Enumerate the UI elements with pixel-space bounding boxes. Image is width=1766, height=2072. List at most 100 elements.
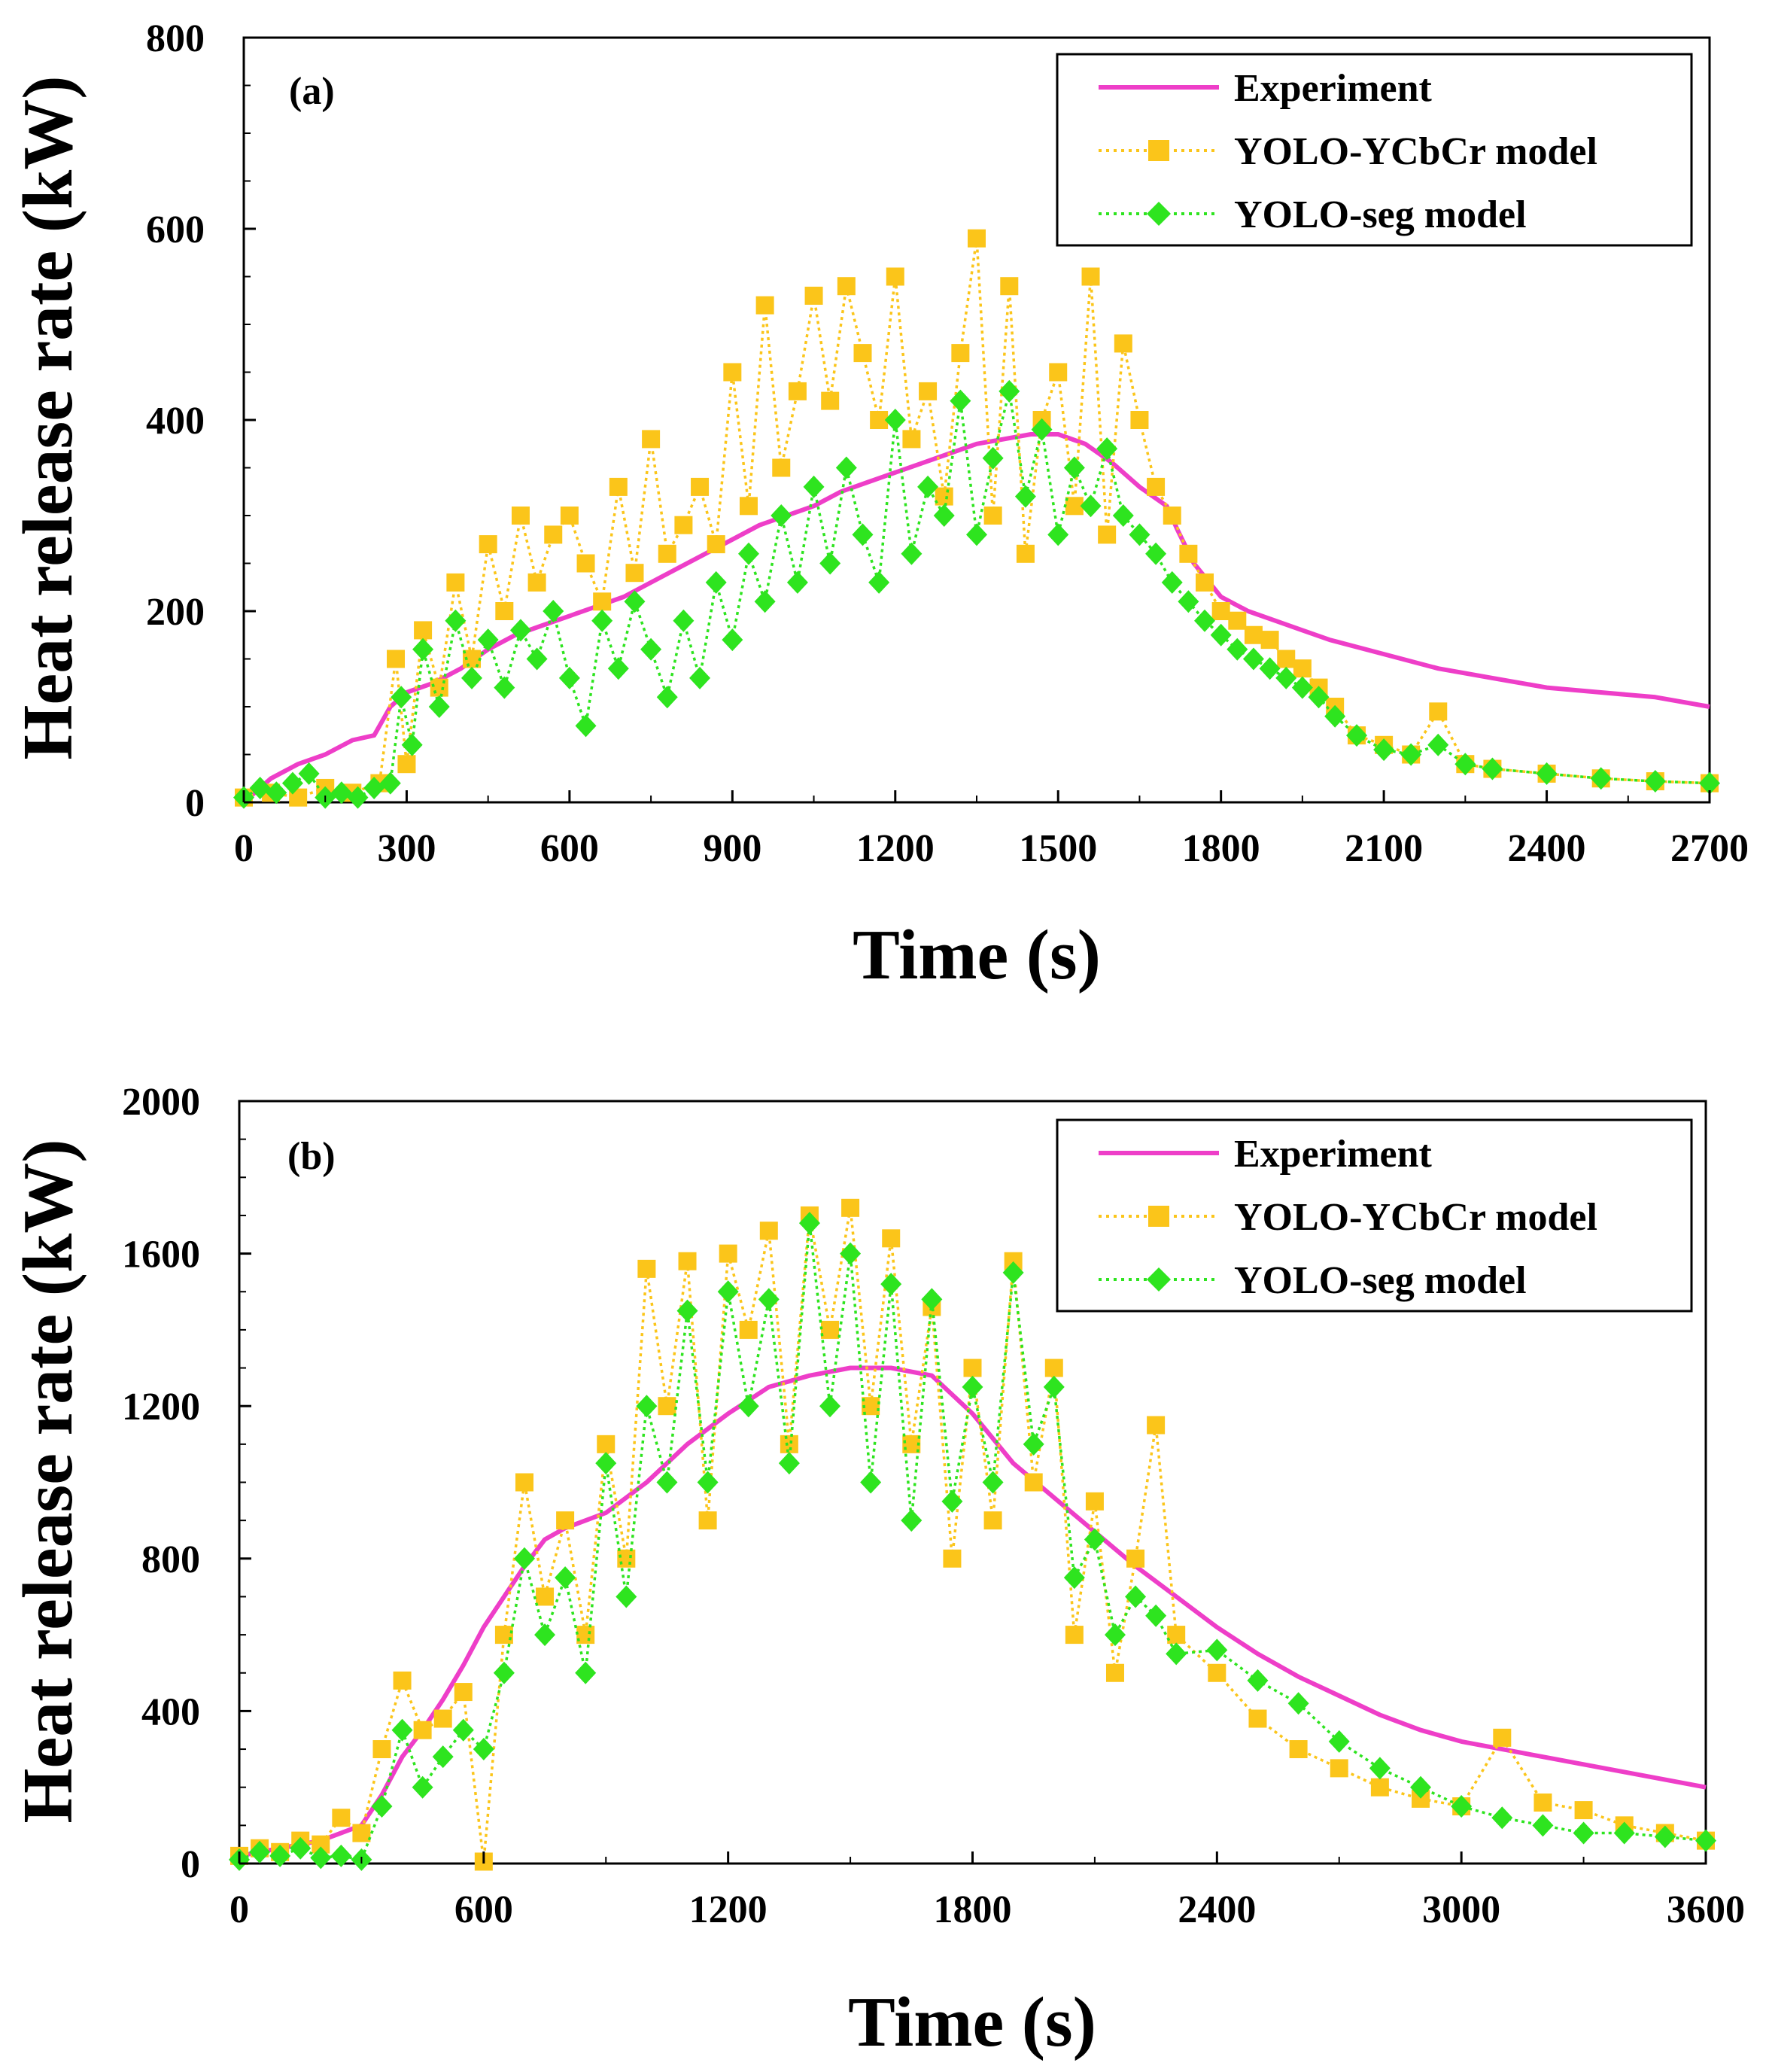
series-point [739,497,758,516]
series-point [591,609,613,632]
legend-label-experiment-b: Experiment [1234,1133,1433,1176]
series-point [1410,1775,1432,1799]
series-point [298,762,320,785]
series-point [656,686,678,709]
series-point [446,573,465,592]
series-point [372,1740,391,1759]
series-point [332,1809,351,1827]
series-point [901,542,923,565]
series-point [479,535,497,554]
series-point [640,637,662,661]
series-point [1346,724,1368,747]
x-tick-label: 3600 [1667,1888,1745,1931]
series-point [758,1288,780,1311]
series-point [1196,573,1214,592]
series-point [1289,1740,1308,1759]
x-tick-label: 300 [377,827,436,870]
series-point [1370,1778,1389,1797]
series-point [983,507,1002,525]
series-point [1206,1638,1228,1662]
series-point [1125,1585,1147,1608]
series-point [803,475,825,498]
series-point [452,1718,474,1742]
series-point [737,542,759,565]
series-point [560,507,579,525]
legend-label-ycbcr-b: YOLO-YCbCr model [1234,1196,1597,1239]
series-point [999,379,1020,403]
x-ticks-b: 0 600 1200 1800 2400 3000 3600 [229,1851,1745,1931]
x-tick-label: 2700 [1670,827,1749,870]
series-point [534,1623,556,1647]
series-point [1147,1416,1166,1435]
series-point [717,1280,739,1304]
series-point [511,507,530,525]
series-point [698,1511,717,1530]
x-axis-title-a: Time (s) [853,916,1101,994]
series-point [1429,702,1448,721]
series-point [636,1395,658,1418]
series-point [798,1212,820,1235]
series-point [637,1259,656,1278]
series-point [1613,1821,1635,1845]
series-point [759,1222,778,1240]
series-point [902,430,921,449]
series-point [543,600,564,622]
series-point [1328,1730,1350,1753]
series-point [1016,544,1035,563]
series-point [722,628,743,652]
series-yolo-seg-model-a [233,379,1720,809]
series-point [1065,1626,1084,1645]
series-point [1080,494,1102,518]
y-tick-label: 0 [181,1843,200,1886]
legend-label-experiment-a: Experiment [1234,67,1433,110]
series-point [1085,1492,1104,1511]
series-point [1247,1669,1269,1692]
series-point [868,570,890,594]
series-point [1574,1801,1593,1820]
series-line [239,1365,1707,1858]
series-point [917,475,939,498]
y-tick-label: 600 [146,208,205,251]
legend-marker-ycbcr-a [1148,140,1169,161]
y-ticks-b: 0 400 800 1200 1600 2000 [122,1081,251,1886]
series-point [884,409,906,431]
series-point [363,776,385,799]
series-point [719,1244,737,1263]
x-tick-label: 1800 [1182,827,1260,870]
series-point [819,1395,841,1418]
series-point [1145,1604,1167,1627]
series-point [1147,477,1166,496]
series-point [707,535,725,554]
series-point [1275,666,1297,689]
x-tick-label: 900 [703,827,761,870]
series-line [239,1206,1707,1864]
series-point [379,771,401,795]
series-point [536,1587,555,1606]
series-point [494,676,515,699]
series-point [673,609,695,632]
series-point [1533,1793,1552,1812]
series-point [556,1511,575,1530]
series-point [445,609,467,632]
series-point [853,344,872,363]
series-point [625,564,644,583]
legend-b: Experiment YOLO-YCbCr model YOLO-seg mod… [1056,1118,1693,1313]
x-tick-label: 3000 [1422,1888,1500,1931]
series-point [1104,1623,1126,1647]
legend-label-ycbcr-a: YOLO-YCbCr model [1234,130,1597,173]
series-point [1145,542,1167,565]
series-point [656,1471,678,1494]
series-point [1491,1806,1513,1830]
series-point [786,570,808,594]
series-point [835,456,857,479]
series-point [414,621,433,640]
series-point [1023,1432,1044,1456]
series-point [1226,637,1248,661]
x-tick-label: 1200 [856,827,935,870]
x-tick-label: 2400 [1508,827,1586,870]
panel-label-a: (a) [289,70,335,113]
chart-panel-b: 0 600 1200 1800 2400 3000 3600 0 400 800 1200 1600… [9,1081,1745,2061]
series-point [1644,770,1666,793]
series-point [1098,525,1117,544]
